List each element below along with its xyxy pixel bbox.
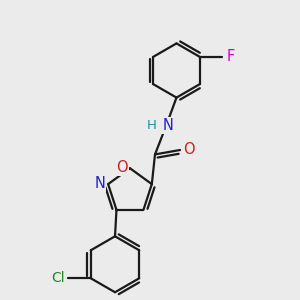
Text: H: H <box>147 119 157 132</box>
Text: N: N <box>162 118 173 133</box>
Text: F: F <box>226 50 234 64</box>
Text: Cl: Cl <box>51 271 64 285</box>
Text: O: O <box>183 142 195 158</box>
Text: N: N <box>94 176 105 191</box>
Text: O: O <box>116 160 127 175</box>
